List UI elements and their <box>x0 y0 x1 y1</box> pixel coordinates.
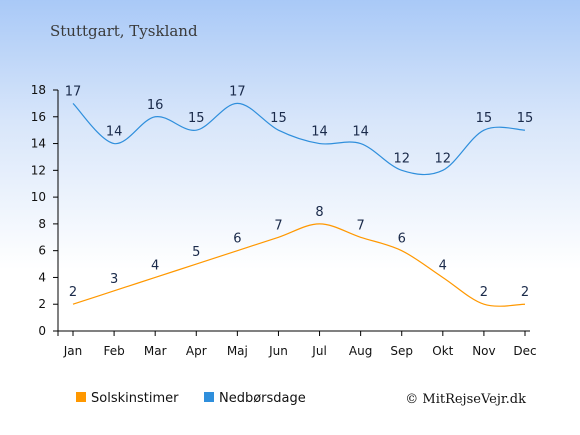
data-label: 5 <box>192 245 200 260</box>
x-tick-label: Jul <box>311 344 326 358</box>
legend-label-0: Solskinstimer <box>91 391 179 406</box>
data-label: 7 <box>274 218 282 233</box>
data-label: 14 <box>352 125 369 140</box>
legend-label-1: Nedbørsdage <box>219 391 306 406</box>
data-label: 2 <box>69 285 77 300</box>
data-label: 4 <box>439 258 447 273</box>
y-tick-label: 6 <box>38 244 46 258</box>
data-label: 6 <box>233 232 241 247</box>
series-line-1 <box>72 102 526 176</box>
y-tick-label: 10 <box>31 190 46 204</box>
series-line-0 <box>72 223 526 307</box>
data-label: 12 <box>393 151 410 166</box>
data-label: 15 <box>188 111 205 126</box>
x-tick-label: Dec <box>513 344 536 358</box>
x-tick-label: Apr <box>186 344 207 358</box>
y-tick-label: 16 <box>31 110 46 124</box>
data-label: 2 <box>480 285 488 300</box>
y-tick-label: 4 <box>38 270 46 284</box>
x-tick-label: Sep <box>390 344 413 358</box>
data-label: 17 <box>229 84 246 99</box>
data-label: 17 <box>65 84 82 99</box>
data-label: 16 <box>147 98 164 113</box>
x-tick-label: Feb <box>103 344 124 358</box>
y-tick-label: 0 <box>38 324 46 338</box>
data-label: 3 <box>110 272 118 287</box>
data-label: 12 <box>435 151 452 166</box>
y-tick-label: 12 <box>31 163 46 177</box>
legend-swatch-0 <box>76 392 86 402</box>
x-tick-label: Mar <box>144 344 167 358</box>
chart-title: Stuttgart, Tyskland <box>50 22 198 40</box>
data-label: 15 <box>270 111 287 126</box>
y-tick-label: 18 <box>31 83 46 97</box>
data-label: 2 <box>521 285 529 300</box>
series-lines <box>72 102 526 307</box>
data-label: 14 <box>106 125 123 140</box>
y-tick-label: 2 <box>38 297 46 311</box>
x-tick-label: Maj <box>227 344 248 358</box>
x-tick-label: Okt <box>432 344 453 358</box>
y-tick-label: 8 <box>38 217 46 231</box>
data-labels: 2 3 4 5 6 7 8 7 6 4 2 2 17 14 16 15 17 15 14 14 12 12 15 15 <box>65 84 534 300</box>
x-tick-label: Jun <box>268 344 288 358</box>
data-label: 15 <box>476 111 493 126</box>
x-tick-label: Aug <box>349 344 372 358</box>
y-tick-label: 14 <box>31 137 46 151</box>
axes: 0 2 4 6 8 10 12 14 16 18 Jan Feb Mar Apr Maj Jun Jul Aug S… <box>31 83 537 358</box>
data-label: 15 <box>517 111 534 126</box>
x-tick-label: Jan <box>63 344 83 358</box>
x-tick-label: Nov <box>472 344 495 358</box>
copyright-text: © MitRejseVejr.dk <box>405 392 526 407</box>
data-label: 4 <box>151 258 159 273</box>
data-label: 14 <box>311 125 328 140</box>
data-label: 8 <box>315 205 323 220</box>
data-label: 6 <box>398 232 406 247</box>
legend: Solskinstimer Nedbørsdage <box>76 391 306 406</box>
data-label: 7 <box>356 218 364 233</box>
legend-swatch-1 <box>204 392 214 402</box>
